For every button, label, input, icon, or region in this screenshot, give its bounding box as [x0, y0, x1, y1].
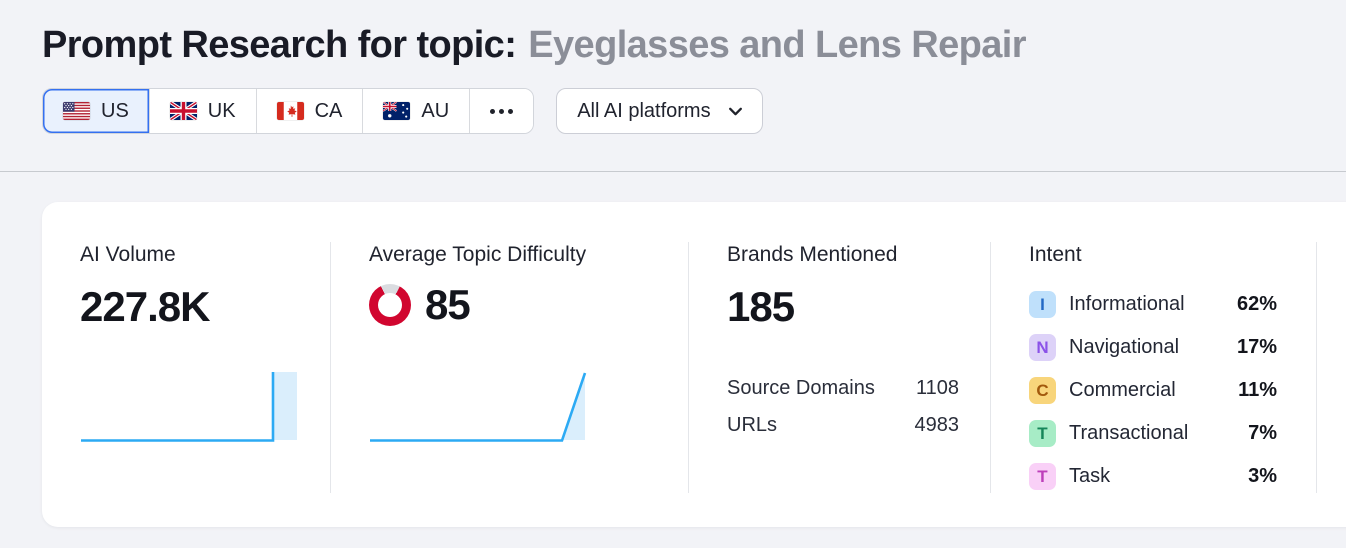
- urls-label: URLs: [727, 414, 778, 436]
- source-domains-row: Source Domains 1108: [727, 372, 959, 405]
- header-divider: [0, 171, 1346, 172]
- intent-row-navigational: N Navigational 17%: [1029, 331, 1277, 364]
- intent-label: Informational: [1069, 293, 1185, 315]
- intent-label: Commercial: [1069, 379, 1176, 401]
- tab-region-us-label: US: [101, 99, 129, 122]
- chevron-down-icon: [728, 107, 742, 115]
- brands-mentioned-section: Brands Mentioned 185 Source Domains 1108…: [688, 242, 990, 493]
- au-flag-icon: [383, 102, 411, 120]
- ai-platform-dropdown[interactable]: All AI platforms: [556, 88, 763, 134]
- tab-region-uk[interactable]: UK: [148, 89, 256, 133]
- ellipsis-icon: [490, 107, 514, 116]
- page-header: Prompt Research for topic: Eyeglasses an…: [0, 0, 1346, 134]
- intent-row-task: T Task 3%: [1029, 460, 1277, 493]
- tab-region-ca[interactable]: CA: [255, 89, 363, 133]
- ai-volume-title: AI Volume: [80, 243, 176, 266]
- topic-difficulty-section: Average Topic Difficulty 85: [330, 242, 688, 493]
- intent-list: I Informational 62% N Navigational 17% C…: [1029, 288, 1286, 493]
- intent-row-transactional: T Transactional 7%: [1029, 417, 1277, 450]
- informational-badge-icon: I: [1029, 291, 1056, 318]
- ai-volume-section: AI Volume 227.8K: [42, 242, 330, 493]
- intent-label: Navigational: [1069, 336, 1180, 358]
- topic-difficulty-gauge-row: 85: [369, 284, 658, 326]
- commercial-badge-icon: C: [1029, 377, 1056, 404]
- intent-section: Intent I Informational 62% N Navigationa…: [990, 242, 1316, 493]
- uk-flag-icon: [169, 102, 197, 120]
- ca-flag-icon: [276, 102, 304, 120]
- task-badge-icon: T: [1029, 463, 1056, 490]
- intent-label: Task: [1069, 465, 1111, 487]
- tab-region-au-label: AU: [421, 99, 450, 122]
- ai-volume-sparkline: [81, 372, 297, 442]
- topic-difficulty-sparkline: [370, 372, 587, 442]
- intent-row-commercial: C Commercial 11%: [1029, 374, 1277, 407]
- source-domains-label: Source Domains: [727, 377, 875, 399]
- intent-percent: 62%: [1236, 293, 1277, 315]
- intent-percent: 17%: [1236, 336, 1277, 358]
- page-title-topic: Eyeglasses and Lens Repair: [528, 24, 1026, 66]
- brands-mentioned-title: Brands Mentioned: [727, 243, 898, 266]
- tab-region-au[interactable]: AU: [362, 89, 470, 133]
- difficulty-gauge-icon: [369, 284, 411, 326]
- brands-mentioned-value: 185: [727, 283, 795, 330]
- us-flag-icon: [63, 102, 90, 120]
- region-tabs: US UK: [42, 88, 535, 134]
- transactional-badge-icon: T: [1029, 420, 1056, 447]
- page-title: Prompt Research for topic: Eyeglasses an…: [42, 22, 1304, 68]
- brands-mentioned-stats: Source Domains 1108 URLs 4983: [727, 372, 959, 442]
- intent-percent: 11%: [1238, 379, 1277, 401]
- more-regions-button[interactable]: [469, 89, 534, 133]
- ai-volume-value: 227.8K: [80, 283, 210, 330]
- metrics-card: AI Volume 227.8K Average Topic Difficult…: [42, 202, 1346, 527]
- tab-region-us[interactable]: US: [43, 89, 149, 133]
- topic-difficulty-title: Average Topic Difficulty: [369, 243, 587, 266]
- card-overflow-column: [1316, 242, 1346, 493]
- intent-row-informational: I Informational 62%: [1029, 288, 1277, 321]
- intent-percent: 3%: [1248, 465, 1277, 487]
- page-title-prefix: Prompt Research for topic:: [42, 24, 517, 66]
- page: Prompt Research for topic: Eyeglasses an…: [0, 0, 1346, 527]
- intent-title: Intent: [1029, 243, 1082, 266]
- urls-value: 4983: [914, 414, 960, 436]
- tab-region-ca-label: CA: [314, 99, 343, 122]
- main-content: AI Volume 227.8K Average Topic Difficult…: [0, 172, 1346, 527]
- tab-region-uk-label: UK: [207, 99, 236, 122]
- source-domains-value: 1108: [915, 377, 959, 399]
- intent-percent: 7%: [1248, 422, 1277, 444]
- intent-label: Transactional: [1069, 422, 1189, 444]
- ai-platform-dropdown-value: All AI platforms: [577, 99, 711, 122]
- navigational-badge-icon: N: [1029, 334, 1056, 361]
- urls-row: URLs 4983: [727, 409, 959, 442]
- topic-difficulty-value: 85: [425, 281, 471, 328]
- filter-controls: US UK: [42, 88, 1304, 134]
